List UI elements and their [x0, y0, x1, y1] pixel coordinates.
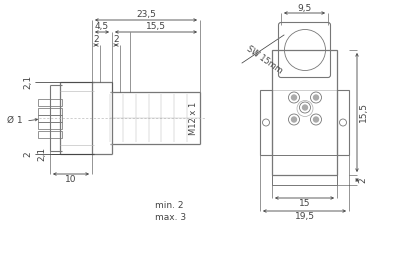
Text: 2: 2	[24, 151, 32, 157]
Circle shape	[292, 117, 296, 122]
Circle shape	[292, 95, 296, 100]
Text: 9,5: 9,5	[297, 4, 312, 13]
Text: min. 2: min. 2	[155, 200, 184, 209]
Bar	[38, 122, 62, 129]
Text: 4,5: 4,5	[95, 23, 109, 31]
Text: 10: 10	[65, 176, 77, 185]
Text: 2: 2	[358, 177, 368, 183]
Text: 15: 15	[299, 199, 310, 208]
Bar	[38, 114, 62, 122]
Text: 2: 2	[113, 36, 119, 45]
Bar	[38, 108, 62, 114]
Circle shape	[302, 105, 308, 110]
Text: M12 x 1: M12 x 1	[189, 101, 198, 135]
Text: 2,1: 2,1	[24, 75, 32, 89]
Bar	[38, 99, 62, 105]
Bar	[337, 90, 349, 155]
Bar	[272, 50, 337, 175]
Text: 15,5: 15,5	[146, 23, 166, 31]
Text: 23,5: 23,5	[136, 10, 156, 19]
Text: 2,1: 2,1	[38, 147, 46, 161]
Text: 2: 2	[93, 36, 99, 45]
Text: Ø 1: Ø 1	[7, 115, 23, 124]
Text: max. 3: max. 3	[155, 214, 186, 222]
Circle shape	[314, 117, 318, 122]
Text: SW 15mm: SW 15mm	[245, 44, 284, 76]
Circle shape	[314, 95, 318, 100]
Bar	[272, 155, 337, 185]
Bar	[260, 90, 272, 155]
Text: 15,5: 15,5	[358, 102, 368, 123]
Bar	[38, 131, 62, 137]
Text: 19,5: 19,5	[294, 212, 314, 221]
